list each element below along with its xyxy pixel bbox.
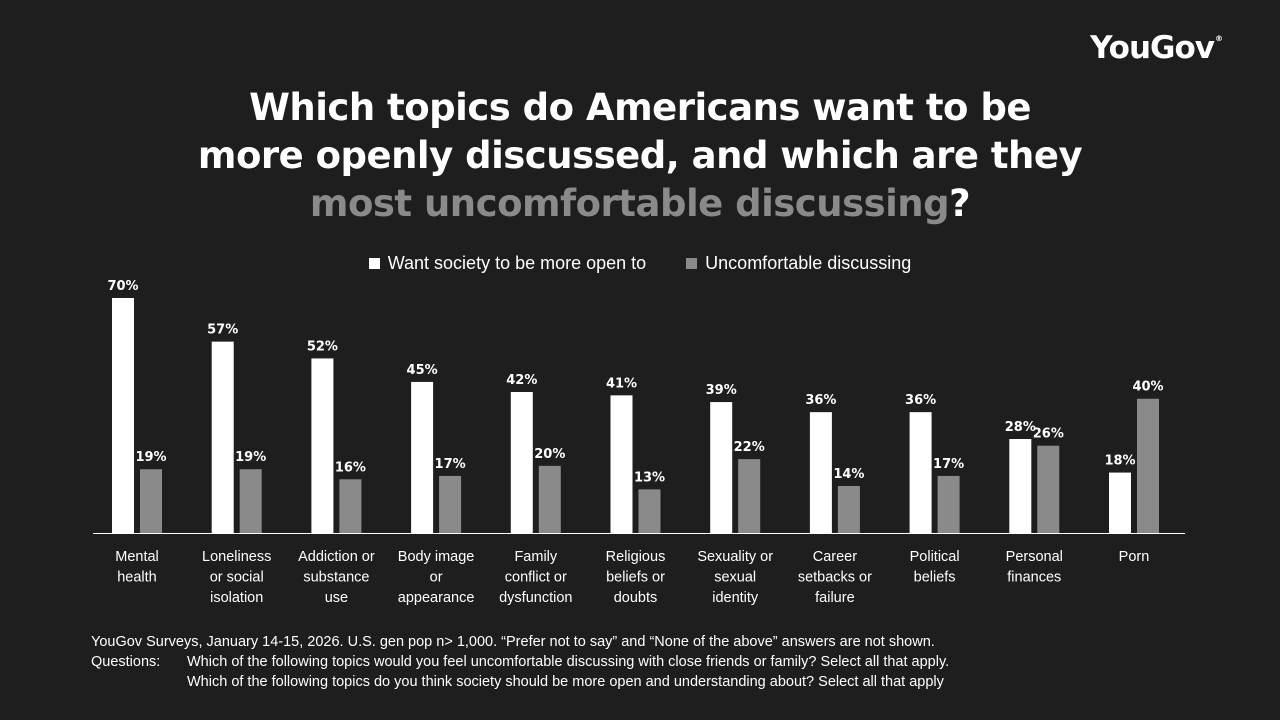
bar-open-9: [1009, 439, 1032, 533]
footnote-question-2: Which of the following topics do you thi…: [187, 674, 944, 690]
bar-open-10: [1109, 472, 1131, 533]
category-label-2-line-2: use: [325, 590, 348, 606]
category-label-9-line-1: finances: [1007, 570, 1061, 586]
category-label-8-line-1: beliefs: [914, 570, 956, 586]
bar-open-0: [112, 298, 134, 533]
title-line-1: Which topics do Americans want to be: [249, 86, 1031, 129]
bar-uncomfortable-1: [239, 469, 262, 533]
legend-label-open: Want society to be more open to: [387, 253, 647, 273]
data-label-open-4: 42%: [506, 373, 537, 388]
category-label-9-line-0: Personal: [1006, 549, 1063, 565]
data-label-uncomfortable-10: 40%: [1132, 380, 1163, 395]
legend-swatch-uncomfortable: [686, 258, 698, 269]
bar-uncomfortable-9: [1037, 445, 1060, 533]
data-label-open-1: 57%: [207, 323, 238, 338]
bar-uncomfortable-7: [837, 486, 860, 533]
footnote: YouGov Surveys, January 14-15, 2026. U.S…: [91, 632, 949, 692]
data-label-uncomfortable-7: 14%: [833, 467, 864, 482]
category-label-5-line-1: beliefs or: [606, 570, 665, 586]
legend-label-uncomfortable: Uncomfortable discussing: [705, 253, 912, 273]
category-label-5-line-2: doubts: [614, 590, 658, 606]
bar-uncomfortable-2: [339, 479, 362, 533]
category-label-1-line-0: Loneliness: [202, 549, 271, 565]
yougov-logo: YouGov®: [1090, 30, 1223, 66]
category-label-4-line-1: conflict or: [505, 570, 567, 586]
footnote-questions-label: Questions:: [91, 654, 161, 670]
category-label-7-line-0: Career: [813, 549, 857, 565]
category-label-4-line-0: Family: [514, 549, 557, 565]
bar-open-1: [211, 341, 234, 533]
data-label-uncomfortable-2: 16%: [335, 460, 366, 475]
data-label-open-5: 41%: [606, 376, 637, 391]
bar-open-3: [411, 381, 434, 533]
bar-open-4: [510, 392, 533, 533]
bar-uncomfortable-0: [140, 469, 162, 533]
bar-uncomfortable-10: [1137, 398, 1159, 533]
category-label-6-line-1: sexual: [714, 570, 756, 586]
title-line-3: most uncomfortable discussing?: [309, 182, 971, 225]
legend-item-open: Want society to be more open to: [368, 253, 647, 274]
category-label-3-line-2: appearance: [398, 590, 475, 606]
chart-title: Which topics do Americans want to be mor…: [140, 84, 1140, 228]
bar-uncomfortable-3: [439, 475, 462, 533]
category-label-5-line-0: Religious: [606, 549, 666, 565]
legend-swatch-open: [368, 258, 380, 269]
data-label-open-2: 52%: [307, 339, 338, 354]
category-label-1-line-2: isolation: [210, 590, 263, 606]
bar-open-5: [610, 395, 633, 533]
bar-open-8: [909, 412, 932, 533]
chart-legend: Want society to be more open to Uncomfor…: [0, 253, 1280, 274]
category-label-3-line-0: Body image: [398, 549, 475, 565]
category-label-2-line-0: Addiction or: [298, 549, 375, 565]
data-label-open-6: 39%: [706, 383, 737, 398]
title-highlight: most uncomfortable discussing: [309, 182, 950, 225]
footnote-question-1: Which of the following topics would you …: [187, 654, 950, 670]
bar-open-7: [809, 412, 832, 533]
bar-open-2: [311, 358, 334, 533]
bar-uncomfortable-6: [738, 459, 761, 533]
data-label-open-7: 36%: [805, 393, 836, 408]
data-label-uncomfortable-3: 17%: [435, 457, 466, 472]
data-label-open-3: 45%: [407, 363, 438, 378]
category-label-0-line-0: Mental: [115, 549, 159, 565]
data-label-uncomfortable-4: 20%: [534, 447, 565, 462]
title-line-2: more openly discussed, and which are the…: [197, 134, 1083, 177]
legend-item-uncomfortable: Uncomfortable discussing: [686, 253, 911, 274]
bar-uncomfortable-8: [937, 475, 960, 533]
category-label-4-line-2: dysfunction: [499, 590, 572, 606]
data-label-uncomfortable-0: 19%: [135, 450, 166, 465]
category-label-8-line-0: Political: [910, 549, 960, 565]
category-label-6-line-2: identity: [712, 590, 759, 606]
data-label-uncomfortable-1: 19%: [235, 450, 266, 465]
data-label-uncomfortable-8: 17%: [933, 457, 964, 472]
category-label-1-line-1: or social: [210, 570, 264, 586]
data-label-open-10: 18%: [1104, 454, 1135, 469]
data-label-open-0: 70%: [107, 279, 138, 294]
category-label-0-line-1: health: [117, 570, 157, 586]
footnote-source: YouGov Surveys, January 14-15, 2026. U.S…: [91, 634, 935, 650]
bar-open-6: [710, 402, 733, 533]
category-label-7-line-1: setbacks or: [798, 570, 872, 586]
category-label-7-line-2: failure: [815, 590, 855, 606]
category-label-10-line-0: Porn: [1119, 549, 1150, 565]
category-label-2-line-1: substance: [303, 570, 369, 586]
category-label-6-line-0: Sexuality or: [697, 549, 773, 565]
bar-uncomfortable-4: [538, 465, 561, 533]
data-label-uncomfortable-6: 22%: [734, 440, 765, 455]
data-label-open-9: 28%: [1005, 420, 1036, 435]
category-label-3-line-1: or: [430, 570, 443, 586]
data-label-uncomfortable-5: 13%: [634, 470, 665, 485]
bar-uncomfortable-5: [638, 489, 661, 533]
data-label-open-8: 36%: [905, 393, 936, 408]
data-label-uncomfortable-9: 26%: [1033, 427, 1064, 442]
